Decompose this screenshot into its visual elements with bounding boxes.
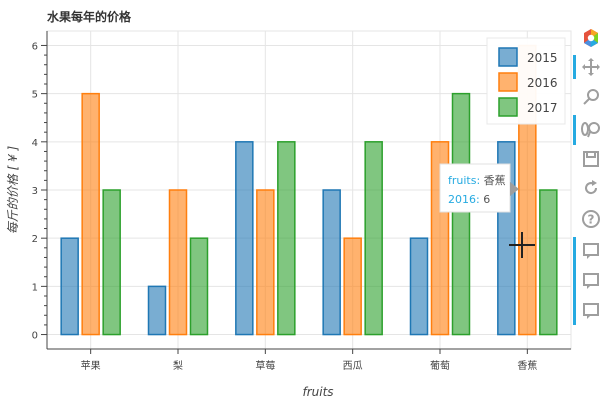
legend-label-2017: 2017	[527, 101, 558, 115]
bar-2016-4[interactable]	[343, 237, 362, 336]
x-tick-label: 草莓	[255, 360, 275, 372]
y-tick-label: 4	[32, 138, 38, 149]
legend-label-2015: 2015	[527, 51, 558, 65]
hover-icon[interactable]	[578, 298, 604, 324]
x-tick-label: 苹果	[81, 359, 101, 372]
hover-active-indicator	[573, 237, 576, 325]
svg-text:fruits: 香蕉: fruits: 香蕉	[448, 174, 506, 187]
bar-2017-3[interactable]	[277, 141, 296, 336]
x-axis-label: fruits	[302, 385, 333, 399]
bar-2016-3[interactable]	[256, 189, 275, 336]
legend-label-2016: 2016	[527, 76, 558, 90]
bar-2017-5[interactable]	[451, 92, 471, 336]
x-tick-label: 香蕉	[517, 360, 537, 372]
bar-2017-6[interactable]	[539, 189, 558, 336]
tooltip-key-fruits: fruits	[448, 174, 477, 187]
bokeh-logo-icon[interactable]	[578, 25, 604, 51]
hover-icon[interactable]	[578, 268, 604, 294]
bar-2015-5[interactable]	[409, 237, 429, 336]
y-tick-label: 1	[32, 282, 38, 293]
pan-active-indicator	[573, 55, 576, 79]
crosshair-cursor-icon	[509, 232, 535, 258]
bar-2017-2[interactable]	[189, 237, 209, 336]
y-tick-label: 2	[32, 234, 38, 245]
bar-2015-3[interactable]	[235, 141, 254, 336]
bar-2015-2[interactable]	[147, 285, 167, 336]
x-tick-label: 葡萄	[430, 359, 450, 372]
x-tick-label: 梨	[173, 359, 183, 372]
tooltip-key-year: 2016	[448, 193, 476, 206]
chart-title: 水果每年的价格	[47, 9, 132, 24]
bar-2017-4[interactable]	[364, 141, 383, 336]
legend-swatch-2017[interactable]	[498, 97, 518, 117]
tooltip-value-fruit: 香蕉	[484, 174, 506, 187]
box-zoom-icon[interactable]	[578, 84, 604, 110]
y-tick-label: 0	[32, 331, 38, 342]
legend-swatch-2016[interactable]	[498, 72, 518, 92]
hover-icon[interactable]	[578, 238, 604, 264]
reset-icon[interactable]	[578, 175, 604, 201]
wheel-zoom-active-indicator	[573, 115, 576, 145]
bar-2016-1[interactable]	[81, 92, 100, 336]
y-tick-label: 3	[32, 186, 38, 197]
svg-text:?: ?	[588, 213, 595, 227]
pan-icon[interactable]	[578, 54, 604, 80]
x-tick-label: 西瓜	[343, 360, 363, 372]
hover-tooltip: fruits: 香蕉 2016: 6	[439, 163, 519, 213]
tooltip-value-price: 6	[483, 193, 490, 206]
y-axis-label: 每斤的价格 [ ¥ ]	[6, 145, 20, 234]
wheel-zoom-icon[interactable]	[578, 117, 604, 143]
y-tick-label: 5	[32, 90, 38, 101]
y-tick-label: 6	[32, 41, 38, 52]
bar-2015-4[interactable]	[322, 189, 341, 336]
bar-2016-2[interactable]	[168, 189, 188, 336]
legend-swatch-2015[interactable]	[498, 47, 518, 67]
svg-text:2016: 6: 2016: 6	[448, 193, 490, 206]
help-icon[interactable]: ?	[578, 206, 604, 232]
bar-2015-1[interactable]	[60, 237, 79, 336]
bar-2017-1[interactable]	[102, 189, 121, 336]
save-icon[interactable]	[578, 146, 604, 172]
